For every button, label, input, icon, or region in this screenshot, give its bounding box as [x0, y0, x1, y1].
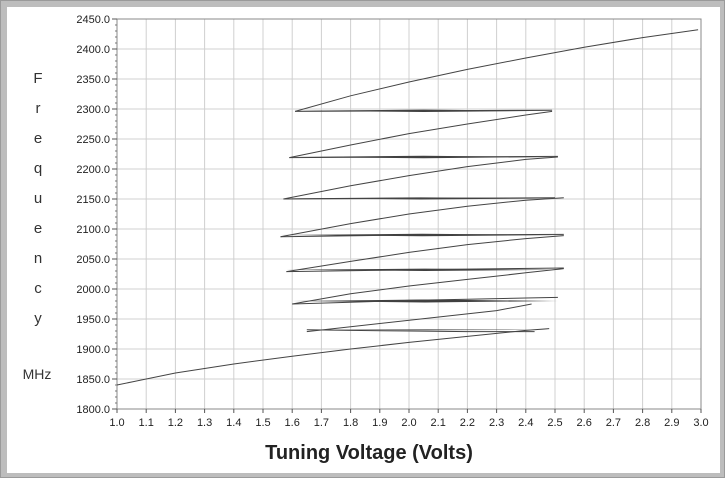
- frequency-bands: [280, 109, 564, 331]
- x-tick-label: 1.9: [372, 417, 387, 429]
- y-tick-label: 2000.0: [76, 284, 110, 296]
- series-line: [294, 29, 699, 112]
- series-line: [280, 197, 564, 238]
- series-line: [116, 328, 550, 386]
- x-tick-label: 1.1: [139, 417, 154, 429]
- y-axis-label-letter: F: [33, 70, 42, 87]
- x-tick-label: 1.3: [197, 417, 212, 429]
- x-tick-label: 1.0: [109, 417, 124, 429]
- y-tick-label: 2400.0: [76, 44, 110, 56]
- y-tick-label: 2250.0: [76, 134, 110, 146]
- x-tick-label: 1.4: [226, 417, 241, 429]
- y-tick-label: 1950.0: [76, 314, 110, 326]
- y-tick-label: 2050.0: [76, 254, 110, 266]
- y-axis-label-letter: n: [34, 250, 42, 267]
- x-tick-label: 3.0: [693, 417, 708, 429]
- x-tick-label: 2.8: [635, 417, 650, 429]
- y-axis-label-letter: e: [34, 220, 42, 237]
- y-tick-label: 2300.0: [76, 104, 110, 116]
- series-line: [289, 110, 553, 159]
- series-line: [292, 296, 558, 305]
- y-axis-unit: MHz: [23, 366, 52, 382]
- y-tick-label: 2200.0: [76, 164, 110, 176]
- x-tick-label: 1.7: [314, 417, 329, 429]
- x-tick-label: 2.0: [401, 417, 416, 429]
- series-line: [283, 156, 558, 200]
- y-axis-label-letter: u: [34, 190, 42, 207]
- series-line: [283, 197, 556, 200]
- series-line: [280, 233, 564, 238]
- y-tick-label: 1800.0: [76, 404, 110, 416]
- y-tick-label: 2450.0: [76, 14, 110, 26]
- frequency-vs-voltage-chart: 1.0 1.1 1.2 1.3 1.4 1.5 1.6 1.7 1.8 1.9 2.0 2.1 2.2 2…: [23, 14, 709, 464]
- x-tick-label: 2.3: [489, 417, 504, 429]
- y-axis-label-letter: e: [34, 130, 42, 147]
- x-tick-label: 2.7: [606, 417, 621, 429]
- axis-ticks: 1.0 1.1 1.2 1.3 1.4 1.5 1.6 1.7 1.8 1.9 2.0 2.1 2.2 2…: [76, 14, 708, 429]
- series-lines: [116, 29, 699, 386]
- y-axis-label-letter: q: [34, 160, 42, 177]
- x-tick-label: 2.5: [547, 417, 562, 429]
- x-tick-label: 2.2: [460, 417, 475, 429]
- x-tick-label: 2.1: [431, 417, 446, 429]
- grid: [116, 18, 702, 410]
- frequency-band: [306, 329, 550, 331]
- y-axis-label-letter: y: [34, 310, 42, 327]
- series-line: [295, 109, 553, 112]
- y-axis-label-letter: c: [34, 280, 42, 297]
- y-tick-label: 2100.0: [76, 224, 110, 236]
- y-tick-label: 2150.0: [76, 194, 110, 206]
- series-line: [306, 329, 535, 333]
- x-tick-label: 1.5: [255, 417, 270, 429]
- x-tick-label: 1.8: [343, 417, 358, 429]
- y-tick-label: 2350.0: [76, 74, 110, 86]
- x-tick-label: 2.4: [518, 417, 533, 429]
- series-line: [286, 267, 564, 273]
- y-tick-label: 1850.0: [76, 374, 110, 386]
- x-tick-label: 1.6: [285, 417, 300, 429]
- x-tick-label: 2.9: [664, 417, 679, 429]
- y-tick-label: 1900.0: [76, 344, 110, 356]
- x-axis-title: Tuning Voltage (Volts): [265, 442, 473, 464]
- series-line: [292, 268, 564, 305]
- chart-panel: 1.0 1.1 1.2 1.3 1.4 1.5 1.6 1.7 1.8 1.9 2.0 2.1 2.2 2…: [7, 7, 720, 473]
- x-tick-label: 2.6: [577, 417, 592, 429]
- x-tick-label: 1.2: [168, 417, 183, 429]
- y-axis-label-letter: r: [36, 100, 41, 117]
- series-line: [306, 303, 532, 333]
- series-line: [289, 155, 558, 159]
- series-line: [286, 235, 564, 273]
